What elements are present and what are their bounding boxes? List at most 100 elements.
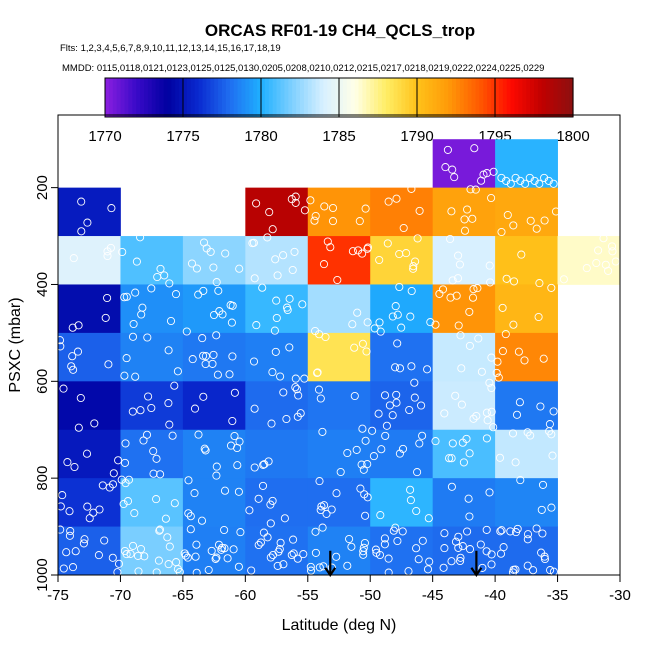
sample-point bbox=[56, 342, 65, 351]
sample-point bbox=[445, 454, 454, 463]
sample-point bbox=[212, 471, 221, 480]
sample-point bbox=[311, 527, 320, 536]
sample-point bbox=[516, 476, 525, 485]
sample-point bbox=[270, 326, 279, 335]
sample-point bbox=[473, 284, 482, 293]
colorbar-segment bbox=[569, 78, 574, 117]
colorbar-segment bbox=[120, 78, 126, 117]
colorbar-segment bbox=[327, 78, 332, 117]
sample-point bbox=[268, 496, 277, 505]
sample-point bbox=[113, 568, 122, 577]
y-tick-label: 200 bbox=[34, 175, 51, 200]
colorbar-segment bbox=[167, 78, 172, 117]
sample-point bbox=[459, 458, 468, 467]
sample-point bbox=[156, 470, 165, 479]
sample-point bbox=[107, 204, 116, 213]
sample-point bbox=[517, 250, 526, 259]
sample-point bbox=[137, 310, 146, 319]
sample-point bbox=[478, 563, 487, 572]
colorbar-ticks: 1770 1775 1780 1785 1790 1795 1800 bbox=[88, 78, 590, 145]
colorbar-segment bbox=[307, 78, 313, 117]
heatmap-cell bbox=[370, 187, 434, 237]
sample-point bbox=[406, 496, 415, 505]
colorbar-segment bbox=[471, 78, 477, 117]
heatmap-cell bbox=[307, 236, 371, 285]
sample-point bbox=[509, 277, 519, 286]
sample-point bbox=[496, 527, 505, 536]
colorbar-segment bbox=[405, 78, 410, 117]
sample-point bbox=[289, 549, 298, 558]
colorbar-segment bbox=[514, 78, 519, 117]
sample-point bbox=[536, 402, 545, 411]
sample-point bbox=[377, 445, 386, 454]
sample-point bbox=[228, 352, 237, 361]
colorbar-segment bbox=[378, 78, 383, 117]
sample-point bbox=[149, 447, 158, 456]
colorbar-segment bbox=[276, 78, 282, 117]
sample-point bbox=[502, 176, 511, 185]
sample-point bbox=[440, 544, 449, 553]
sample-point bbox=[388, 312, 397, 321]
sample-point bbox=[503, 210, 512, 220]
sample-point bbox=[165, 420, 174, 429]
sample-point bbox=[497, 227, 506, 237]
sample-point bbox=[446, 234, 455, 244]
sample-point bbox=[291, 198, 300, 207]
sample-point bbox=[486, 278, 495, 287]
sample-point bbox=[272, 313, 281, 323]
sample-point bbox=[360, 538, 369, 548]
sample-point bbox=[220, 486, 230, 495]
colorbar-segment bbox=[417, 78, 422, 117]
sample-point bbox=[282, 414, 291, 424]
sample-point bbox=[104, 360, 113, 369]
colorbar-segment bbox=[432, 78, 438, 117]
sample-point bbox=[56, 502, 65, 511]
sample-point bbox=[114, 456, 123, 465]
sample-point bbox=[79, 539, 88, 548]
sample-point bbox=[118, 247, 127, 257]
sample-point bbox=[164, 399, 173, 408]
sample-point bbox=[508, 429, 518, 438]
sample-point bbox=[383, 239, 392, 248]
sample-point bbox=[306, 566, 316, 575]
sample-point bbox=[520, 356, 529, 365]
sample-point bbox=[535, 279, 544, 288]
heatmap-cell bbox=[432, 478, 496, 527]
sample-point bbox=[469, 414, 478, 423]
sample-point bbox=[381, 431, 390, 440]
x-tick-label: -55 bbox=[297, 587, 319, 604]
sample-point bbox=[611, 257, 620, 266]
heatmap-cell bbox=[120, 332, 184, 382]
colorbar-segment bbox=[144, 78, 149, 117]
sample-point bbox=[534, 312, 543, 322]
sample-point bbox=[62, 548, 71, 557]
sample-point bbox=[526, 216, 535, 225]
sample-point bbox=[233, 461, 242, 470]
sample-point bbox=[523, 530, 533, 539]
sample-point bbox=[271, 255, 280, 264]
sample-point bbox=[316, 394, 325, 403]
colorbar-segment bbox=[335, 78, 340, 117]
colorbar-segment bbox=[467, 78, 473, 117]
sample-point bbox=[322, 509, 331, 518]
sample-point bbox=[164, 560, 173, 569]
sample-point bbox=[372, 548, 381, 557]
sample-point bbox=[398, 444, 408, 453]
sample-point bbox=[184, 509, 193, 518]
colorbar-segment bbox=[354, 78, 360, 117]
sample-point bbox=[516, 176, 525, 185]
sample-point bbox=[165, 542, 174, 551]
sample-point bbox=[128, 407, 137, 416]
colorbar-segment bbox=[362, 78, 367, 117]
colorbar-segment bbox=[183, 78, 188, 117]
sample-point bbox=[399, 223, 408, 233]
sample-point bbox=[314, 385, 324, 394]
sample-point bbox=[502, 274, 511, 283]
colorbar-segment bbox=[132, 78, 137, 117]
sample-point bbox=[230, 388, 239, 397]
sample-point bbox=[462, 434, 471, 443]
sample-point bbox=[463, 527, 472, 536]
sample-point bbox=[275, 545, 284, 554]
y-tick-label: 400 bbox=[34, 272, 51, 297]
heatmap-cell bbox=[245, 236, 309, 285]
